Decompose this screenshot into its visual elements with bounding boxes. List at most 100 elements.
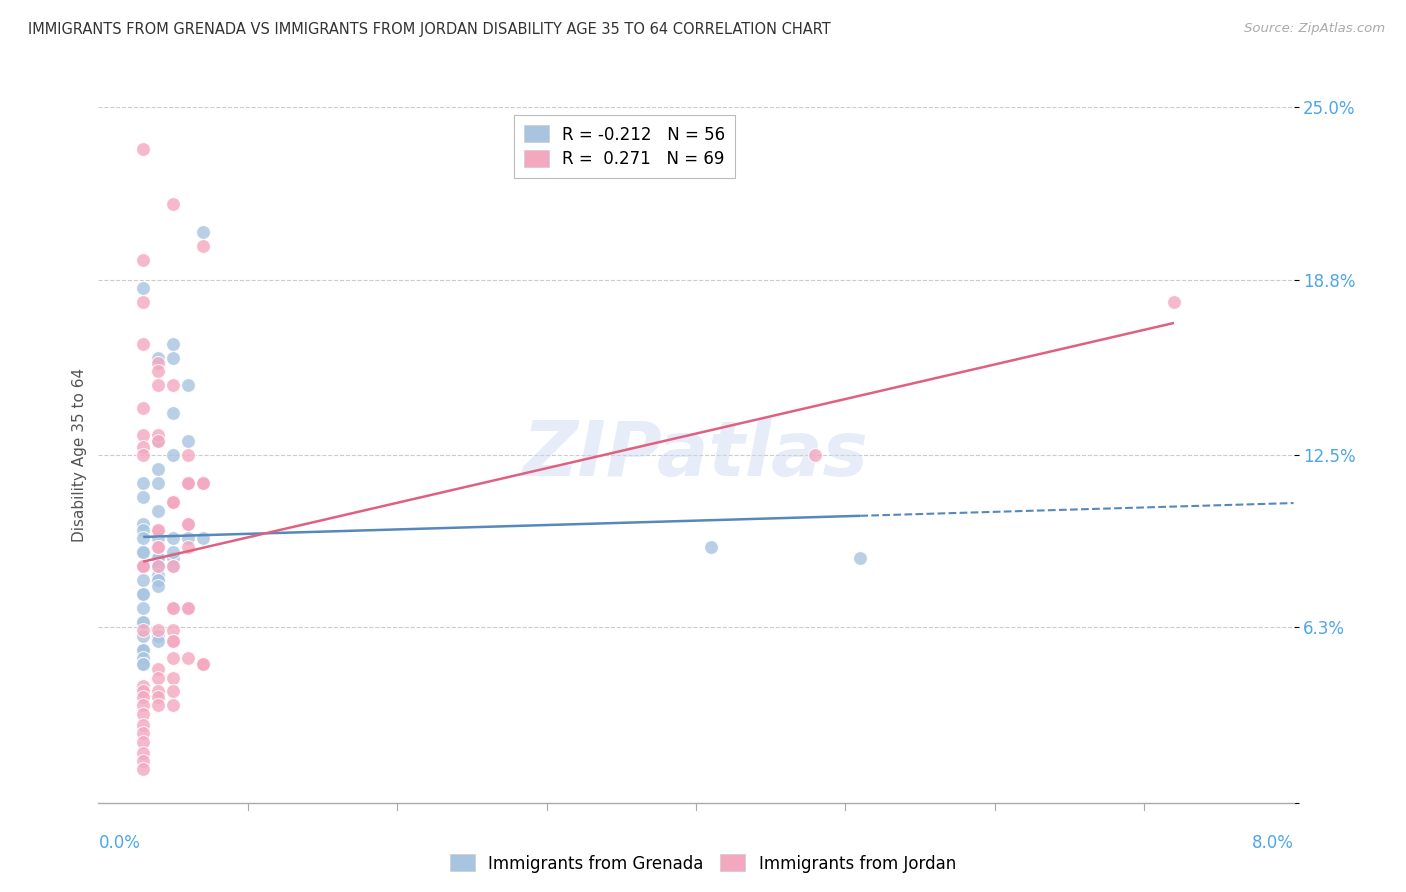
- Point: [177, 601, 200, 615]
- Point: [148, 532, 170, 546]
- Point: [162, 495, 184, 509]
- Point: [132, 336, 155, 351]
- Point: [177, 517, 200, 532]
- Point: [148, 559, 170, 574]
- Text: Source: ZipAtlas.com: Source: ZipAtlas.com: [1244, 22, 1385, 36]
- Point: [148, 356, 170, 370]
- Point: [148, 540, 170, 554]
- Point: [148, 540, 170, 554]
- Point: [148, 559, 170, 574]
- Legend: R = -0.212   N = 56, R =  0.271   N = 69: R = -0.212 N = 56, R = 0.271 N = 69: [513, 115, 735, 178]
- Point: [132, 428, 155, 442]
- Point: [132, 734, 155, 748]
- Point: [148, 559, 170, 574]
- Point: [177, 601, 200, 615]
- Point: [162, 684, 184, 698]
- Point: [162, 559, 184, 574]
- Point: [132, 726, 155, 740]
- Point: [177, 517, 200, 532]
- Point: [132, 657, 155, 671]
- Point: [177, 651, 200, 665]
- Point: [132, 698, 155, 713]
- Point: [132, 642, 155, 657]
- Point: [148, 573, 170, 587]
- Point: [162, 545, 184, 559]
- Point: [132, 706, 155, 721]
- Text: 8.0%: 8.0%: [1251, 834, 1294, 852]
- Point: [162, 559, 184, 574]
- Point: [191, 657, 214, 671]
- Point: [132, 401, 155, 415]
- Point: [148, 624, 170, 638]
- Point: [132, 559, 155, 574]
- Point: [804, 448, 827, 462]
- Point: [177, 532, 200, 546]
- Point: [148, 671, 170, 685]
- Point: [162, 495, 184, 509]
- Point: [162, 197, 184, 211]
- Point: [191, 475, 214, 490]
- Point: [162, 634, 184, 648]
- Point: [177, 475, 200, 490]
- Point: [162, 634, 184, 648]
- Point: [162, 601, 184, 615]
- Point: [132, 559, 155, 574]
- Point: [132, 440, 155, 454]
- Point: [191, 239, 214, 253]
- Point: [132, 629, 155, 643]
- Point: [177, 475, 200, 490]
- Point: [132, 532, 155, 546]
- Point: [191, 532, 214, 546]
- Point: [148, 475, 170, 490]
- Point: [132, 281, 155, 295]
- Point: [132, 490, 155, 504]
- Point: [191, 225, 214, 239]
- Point: [132, 142, 155, 156]
- Point: [132, 684, 155, 698]
- Point: [148, 629, 170, 643]
- Point: [132, 601, 155, 615]
- Point: [132, 624, 155, 638]
- Point: [700, 540, 723, 554]
- Point: [162, 448, 184, 462]
- Point: [148, 684, 170, 698]
- Text: 0.0%: 0.0%: [98, 834, 141, 852]
- Point: [148, 662, 170, 676]
- Point: [132, 651, 155, 665]
- Point: [132, 642, 155, 657]
- Point: [132, 587, 155, 601]
- Point: [148, 550, 170, 565]
- Point: [132, 690, 155, 704]
- Point: [162, 495, 184, 509]
- Point: [148, 690, 170, 704]
- Point: [132, 615, 155, 629]
- Point: [148, 462, 170, 476]
- Point: [162, 624, 184, 638]
- Point: [132, 517, 155, 532]
- Point: [132, 253, 155, 268]
- Point: [132, 718, 155, 732]
- Point: [148, 634, 170, 648]
- Point: [162, 351, 184, 365]
- Point: [148, 698, 170, 713]
- Point: [177, 448, 200, 462]
- Point: [148, 351, 170, 365]
- Point: [177, 540, 200, 554]
- Text: IMMIGRANTS FROM GRENADA VS IMMIGRANTS FROM JORDAN DISABILITY AGE 35 TO 64 CORREL: IMMIGRANTS FROM GRENADA VS IMMIGRANTS FR…: [28, 22, 831, 37]
- Point: [132, 475, 155, 490]
- Point: [132, 746, 155, 760]
- Point: [191, 475, 214, 490]
- Point: [162, 532, 184, 546]
- Point: [148, 523, 170, 537]
- Point: [148, 364, 170, 378]
- Point: [148, 523, 170, 537]
- Point: [849, 550, 872, 565]
- Point: [132, 545, 155, 559]
- Point: [148, 550, 170, 565]
- Y-axis label: Disability Age 35 to 64: Disability Age 35 to 64: [72, 368, 87, 542]
- Point: [132, 559, 155, 574]
- Point: [162, 550, 184, 565]
- Point: [132, 559, 155, 574]
- Point: [132, 559, 155, 574]
- Point: [191, 657, 214, 671]
